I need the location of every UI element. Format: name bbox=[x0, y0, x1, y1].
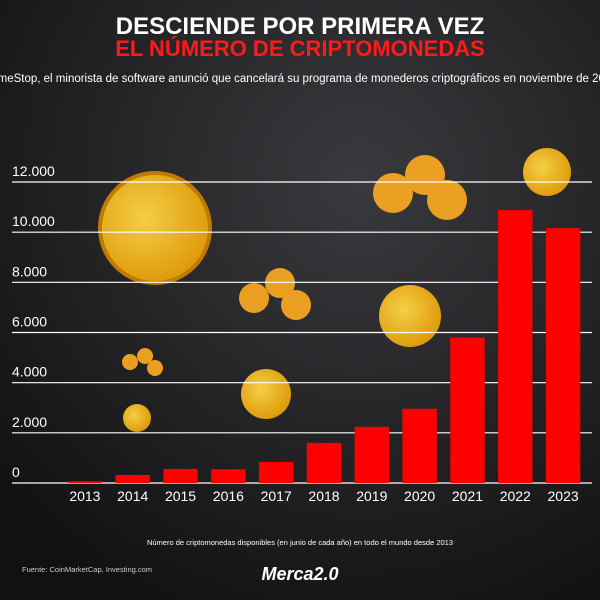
note: Número de criptomonedas disponibles (en … bbox=[147, 538, 453, 547]
bar bbox=[450, 337, 485, 483]
chart-subtitle: EL NÚMERO DE CRIPTOMONEDAS bbox=[115, 36, 485, 61]
bar bbox=[402, 408, 437, 483]
x-tick-label: 2016 bbox=[213, 488, 244, 504]
bar bbox=[354, 426, 390, 483]
bar bbox=[115, 474, 150, 483]
x-tick-label: 2022 bbox=[500, 488, 531, 504]
x-tick-label: 2019 bbox=[356, 488, 387, 504]
description: GameStop, el minorista de software anunc… bbox=[0, 73, 600, 85]
y-tick-label: 12.000 bbox=[12, 163, 55, 179]
bar bbox=[258, 461, 294, 483]
x-tick-label: 2020 bbox=[404, 488, 435, 504]
bar bbox=[163, 468, 198, 483]
y-tick-label: 2.000 bbox=[12, 414, 47, 430]
y-tick-label: 10.000 bbox=[12, 213, 55, 229]
y-tick-label: 6.000 bbox=[12, 314, 47, 330]
x-tick-label: 2023 bbox=[548, 488, 579, 504]
x-tick-label: 2015 bbox=[165, 488, 196, 504]
y-tick-label: 4.000 bbox=[12, 364, 47, 380]
x-tick-label: 2021 bbox=[452, 488, 483, 504]
x-tick-label: 2014 bbox=[117, 488, 148, 504]
y-tick-label: 0 bbox=[12, 464, 20, 480]
bar bbox=[545, 228, 581, 483]
x-tick-label: 2013 bbox=[69, 488, 100, 504]
logo: Merca2.0 bbox=[261, 564, 338, 584]
x-tick-label: 2017 bbox=[261, 488, 292, 504]
bar bbox=[67, 481, 103, 483]
bar bbox=[498, 210, 533, 484]
bar bbox=[211, 469, 246, 483]
chart-title: DESCIENDE POR PRIMERA VEZ bbox=[116, 13, 485, 40]
decoration bbox=[98, 148, 571, 432]
y-tick-label: 8.000 bbox=[12, 263, 47, 279]
source: Fuente: CoinMarketCap, Investing.com bbox=[22, 565, 152, 574]
x-tick-label: 2018 bbox=[308, 488, 339, 504]
bar bbox=[306, 442, 342, 483]
